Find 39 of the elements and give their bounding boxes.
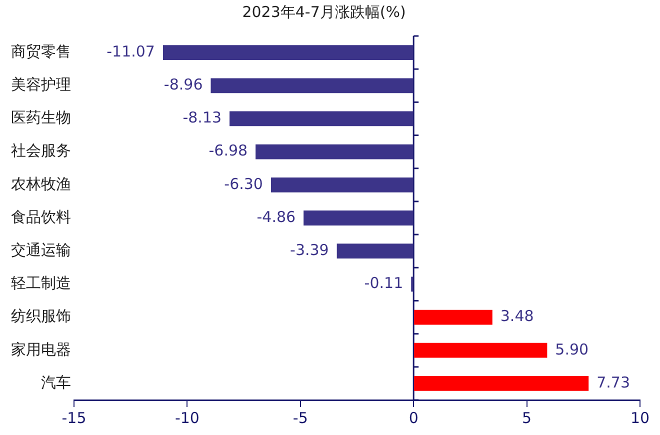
data-label: 3.48 bbox=[500, 307, 534, 326]
data-label: -8.13 bbox=[182, 108, 222, 127]
y-tick-label: 交通运输 bbox=[11, 240, 71, 259]
y-tick-label: 轻工制造 bbox=[11, 274, 71, 292]
data-label: 5.90 bbox=[555, 340, 589, 358]
data-label: -4.86 bbox=[256, 208, 296, 226]
bar bbox=[230, 111, 414, 126]
y-tick-label: 纺织服饰 bbox=[11, 307, 71, 326]
data-label: -6.30 bbox=[224, 174, 263, 193]
bar bbox=[336, 244, 414, 259]
bar bbox=[270, 177, 414, 192]
x-tick-label: -10 bbox=[174, 408, 200, 427]
bar bbox=[414, 376, 589, 391]
bar bbox=[414, 310, 492, 325]
y-tick-label: 农林牧渔 bbox=[11, 174, 71, 193]
chart-title: 2023年4-7月涨跌幅(%) bbox=[242, 2, 406, 21]
x-tick-label: 0 bbox=[408, 408, 418, 427]
data-label: -3.39 bbox=[290, 240, 329, 259]
bar bbox=[256, 144, 414, 160]
bar bbox=[210, 78, 414, 94]
x-tick-label: 10 bbox=[630, 408, 650, 427]
bar bbox=[162, 45, 414, 60]
y-tick-label: 食品饮料 bbox=[11, 208, 71, 226]
x-tick-label: -5 bbox=[292, 408, 308, 427]
y-tick-label: 医药生物 bbox=[11, 108, 71, 127]
data-label: -11.07 bbox=[106, 42, 155, 60]
x-tick-label: 5 bbox=[522, 408, 532, 427]
y-tick-label: 社会服务 bbox=[11, 142, 71, 160]
data-label: -0.11 bbox=[364, 274, 404, 292]
data-label: -6.98 bbox=[208, 142, 248, 160]
y-tick-label: 家用电器 bbox=[11, 340, 71, 358]
bar bbox=[414, 342, 548, 358]
bar bbox=[304, 210, 414, 226]
y-tick-label: 商贸零售 bbox=[11, 42, 71, 60]
y-tick-label: 汽车 bbox=[41, 373, 71, 392]
data-label: 7.73 bbox=[596, 373, 630, 392]
x-tick-label: -15 bbox=[62, 408, 86, 427]
data-label: -8.96 bbox=[164, 76, 203, 94]
y-tick-label: 美容护理 bbox=[11, 76, 71, 94]
